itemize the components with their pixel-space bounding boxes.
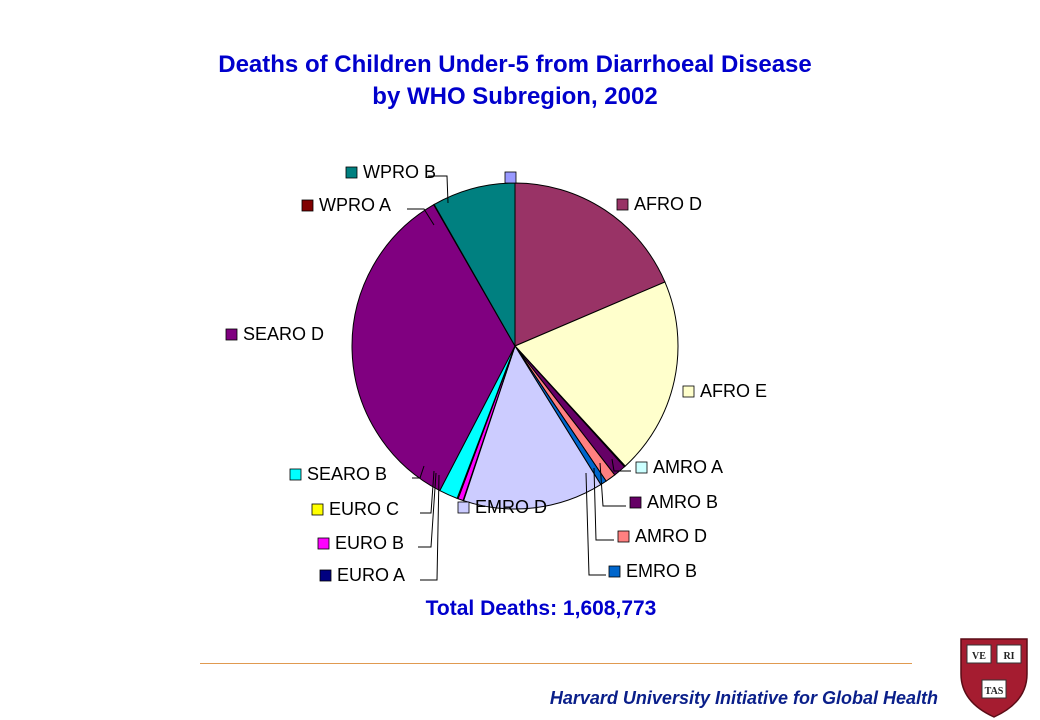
slice-searo-d [351, 204, 516, 492]
leader-line-euro-b [418, 472, 437, 548]
legend-swatch-searo-b [289, 468, 302, 481]
slice-label-emro-d: EMRO D [475, 497, 547, 517]
legend-swatch-euro-b [317, 537, 330, 550]
legend-swatch-euro-a [319, 569, 332, 582]
legend-swatch-wpro-b [345, 166, 358, 179]
leader-line-wpro-b [428, 175, 449, 204]
chart-title-line1: Deaths of Children Under-5 from Diarrhoe… [218, 51, 812, 78]
slice-label-afro-e: AFRO E [700, 381, 767, 401]
legend-swatch-unlabeled [504, 171, 517, 184]
legend-swatch-amro-b [629, 496, 642, 509]
leader-line-euro-c [420, 470, 435, 514]
book-left [966, 644, 992, 664]
logo-text-tas: TAS [985, 686, 1004, 697]
legend-swatch-afro-d [616, 198, 629, 211]
book-right [996, 644, 1022, 664]
legend-swatch-wpro-a [301, 199, 314, 212]
slice-label-euro-c: EURO C [329, 499, 399, 519]
slice-label-wpro-b: WPRO B [363, 162, 436, 182]
logo-text-ri: RI [1003, 651, 1014, 662]
slice-label-euro-a: EURO A [337, 565, 405, 585]
pie-slices [351, 182, 679, 510]
chart-title-line2: by WHO Subregion, 2002 [372, 83, 658, 110]
legend-swatch-emro-d [457, 501, 470, 514]
leader-line-amro-d [593, 467, 614, 541]
leader-line-euro-a [420, 474, 440, 581]
harvard-shield-logo: VE RI TAS [960, 638, 1028, 718]
slice-label-amro-d: AMRO D [635, 526, 707, 546]
slice-label-wpro-a: WPRO A [319, 195, 391, 215]
slice-label-emro-b: EMRO B [626, 561, 697, 581]
slice-afro-d [514, 182, 666, 347]
slice-label-euro-b: EURO B [335, 533, 404, 553]
slice-labels: AFRO D AFRO E AMRO A AMRO B AMRO D EMRO B EMRO… [225, 162, 767, 585]
slice-label-searo-d: SEARO D [243, 324, 324, 344]
slice-emro-d [462, 344, 602, 510]
slice-label-amro-b: AMRO B [647, 492, 718, 512]
leader-line-wpro-a [407, 208, 435, 226]
total-deaths-label: Total Deaths: 1,608,773 [425, 597, 657, 620]
legend-swatch-amro-a [635, 461, 648, 474]
slice-afro-e [514, 281, 679, 467]
slice-label-amro-a: AMRO A [653, 457, 723, 477]
legend-swatch-emro-b [608, 565, 621, 578]
leader-line-amro-a [611, 458, 631, 472]
legend-swatch-searo-d [225, 328, 238, 341]
leader-line-emro-b [585, 472, 606, 576]
footer-divider [200, 663, 912, 664]
leader-line-searo-b [412, 465, 425, 479]
footer-text: Harvard University Initiative for Global… [549, 688, 938, 708]
slice-label-afro-d: AFRO D [634, 194, 702, 214]
book-bottom [981, 679, 1007, 699]
legend-swatch-amro-d [617, 530, 630, 543]
logo-text-ve: VE [972, 651, 986, 662]
leader-line-amro-b [599, 462, 626, 507]
slice-label-searo-b: SEARO B [307, 464, 387, 484]
leader-lines [407, 175, 631, 581]
legend-swatch-afro-e [682, 385, 695, 398]
legend-swatch-euro-c [311, 503, 324, 516]
